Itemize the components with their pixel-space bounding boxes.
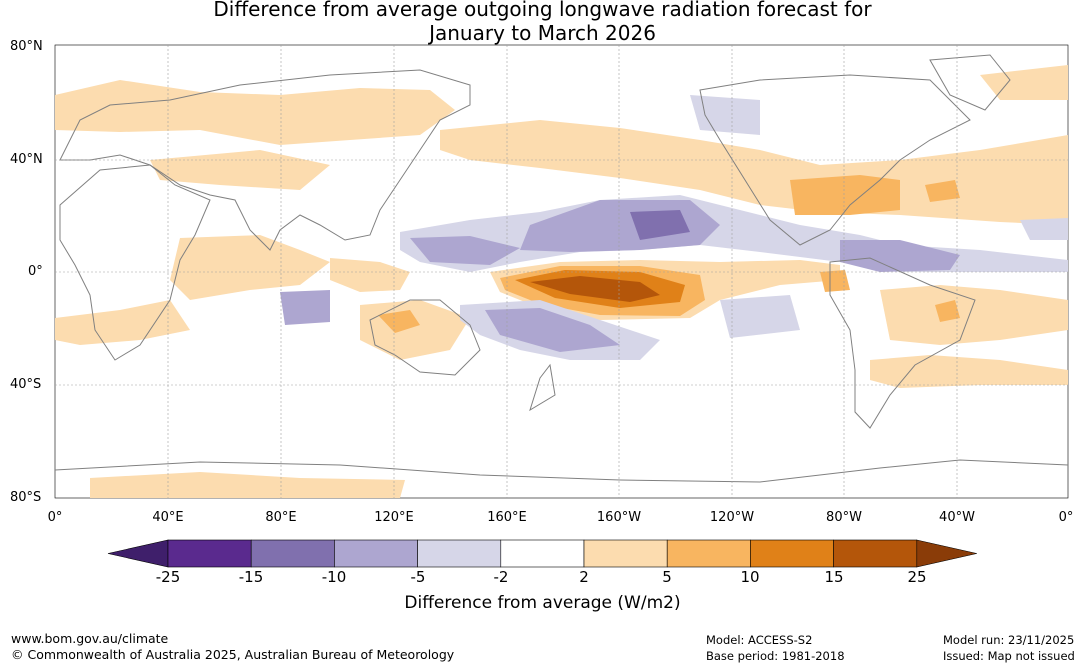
colorbar-swatch [250, 539, 335, 568]
anomaly-region-antarctic [90, 472, 405, 498]
chart-title: Difference from average outgoing longwav… [0, 0, 1085, 45]
colorbar-swatch [500, 539, 585, 568]
lon-label-0-west: 0° [47, 510, 63, 525]
colorbar-swatch [417, 539, 502, 568]
lat-label-40s: 40°S [10, 377, 42, 392]
lon-label-40e: 40°E [152, 510, 184, 525]
colorbar-swatch [750, 539, 834, 568]
colorbar-tick-label: -15 [238, 568, 264, 586]
colorbar-swatch [167, 539, 252, 568]
colorbar-swatch [334, 539, 418, 568]
lat-label-40n: 40°N [10, 152, 43, 167]
coast-eurasia [59, 69, 471, 251]
title-line-1: Difference from average outgoing longwav… [213, 0, 872, 21]
anomaly-region-africa-indian [170, 235, 330, 300]
lon-label-80e: 80°E [265, 510, 297, 525]
footer-base-period: Base period: 1981-2018 [706, 649, 845, 663]
anomaly-region-pacific-warm-25 [530, 276, 660, 302]
colorbar-tick-label: 5 [662, 568, 672, 586]
colorbar-tick-label: 2 [579, 568, 589, 586]
colorbar-swatch [833, 539, 918, 568]
anomaly-region-north-pacific-cool-10 [630, 210, 690, 240]
colorbar-tick-label: -2 [493, 568, 509, 586]
colorbar-swatch [666, 539, 751, 568]
anomaly-region-north-atlantic-2 [925, 180, 960, 202]
lon-label-40w: 40°W [939, 510, 975, 525]
anomaly-region-caribbean-cool [840, 240, 960, 272]
colorbar-swatch [583, 539, 668, 568]
anomaly-region-colombia [820, 270, 850, 292]
lon-label-160w: 160°W [596, 510, 642, 525]
coast-africa [59, 164, 211, 361]
anomaly-region-alaska-cool [690, 95, 760, 135]
anomaly-region-nw-australia-core [378, 310, 420, 333]
anomaly-region-north-atlantic [790, 175, 900, 215]
anomaly-region-indian-cool [280, 290, 330, 325]
anomaly-region-south-pacific-cool-5 [485, 308, 620, 352]
anomaly-region-n-atlantic-cool [1020, 218, 1068, 240]
lat-label-0: 0° [28, 264, 43, 279]
coast-australia [369, 299, 481, 376]
anomaly-region-east-pacific-cool [720, 295, 800, 338]
footer-copyright: © Commonwealth of Australia 2025, Austra… [11, 647, 455, 662]
colorbar-tick-label: 15 [824, 568, 844, 586]
colorbar [107, 539, 977, 568]
colorbar-arrow-right [916, 539, 977, 568]
graticule [55, 45, 1068, 498]
lat-label-80s: 80°S [10, 490, 42, 505]
coast-antarctica [54, 459, 1069, 483]
colorbar-arrow-left [107, 539, 169, 568]
colorbar-tick-label: -25 [155, 568, 181, 586]
anomaly-region-north-eurasia [55, 80, 455, 145]
anomaly-region-philippines-cool [410, 236, 520, 265]
coast-new-zealand [529, 363, 556, 412]
colorbar-tick-label: -5 [410, 568, 426, 586]
lat-label-80n: 80°N [10, 39, 43, 54]
anomaly-region-maritime [330, 258, 410, 292]
colorbar-tick-label: 10 [740, 568, 760, 586]
anomaly-region-south-america [880, 285, 1068, 345]
anomaly-region-s-atlantic [870, 355, 1068, 388]
anomaly-region-north-pacific [440, 120, 1068, 225]
coast-south-america [829, 257, 976, 429]
anomaly-region-s-indian [55, 300, 190, 345]
lon-label-160e: 160°E [487, 510, 527, 525]
footer-model: Model: ACCESS-S2 [706, 633, 813, 647]
colorbar-tick-label: 25 [907, 568, 927, 586]
title-line-2: January to March 2026 [429, 21, 656, 45]
lon-label-120e: 120°E [374, 510, 414, 525]
lon-label-80w: 80°W [826, 510, 862, 525]
lon-label-0-east: 0° [1058, 510, 1074, 525]
colorbar-label: Difference from average (W/m2) [404, 593, 681, 613]
anomaly-region-brazil-core [935, 300, 960, 322]
colorbar-tick-label: -10 [321, 568, 347, 586]
footer-url: www.bom.gov.au/climate [11, 631, 169, 646]
lon-label-120w: 120°W [709, 510, 755, 525]
anomaly-region-arctic-canada [980, 65, 1068, 100]
footer-issued: Issued: Map not issued [943, 649, 1075, 663]
anomaly-fields [55, 65, 1068, 498]
footer-model-run: Model run: 23/11/2025 [943, 633, 1075, 647]
coast-greenland [929, 54, 1011, 111]
